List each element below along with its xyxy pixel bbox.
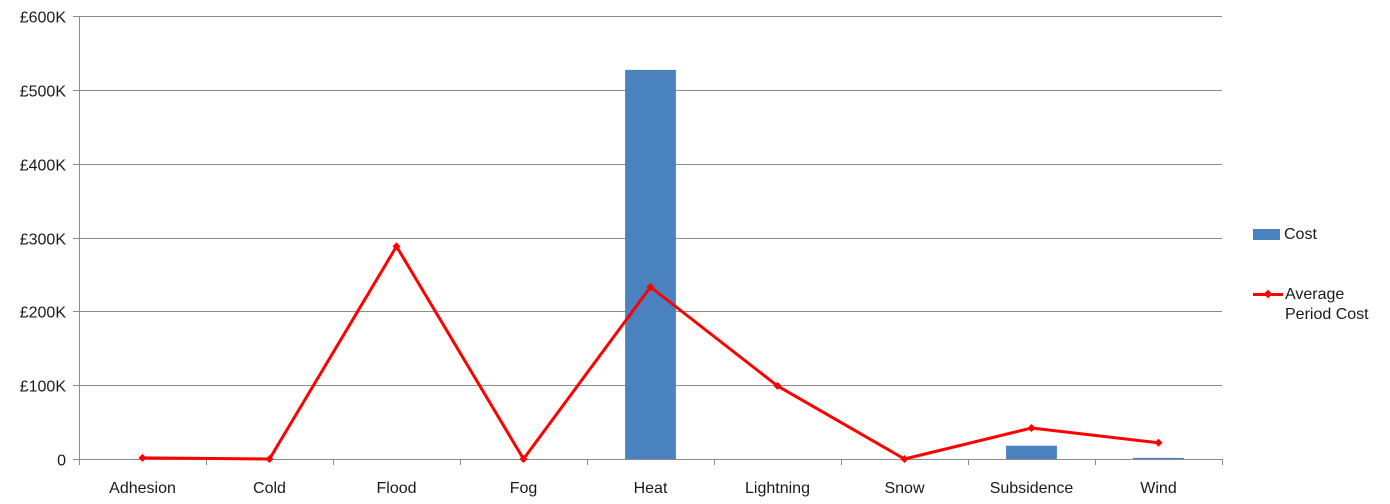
x-tick-label: Lightning xyxy=(745,480,810,497)
y-tick-label: £500K xyxy=(20,84,67,101)
point-average-period-cost-snow xyxy=(900,455,909,463)
y-tick-labels: 0 £100K £200K £300K £400K £500K £600K xyxy=(20,10,67,470)
point-average-period-cost-adhesion xyxy=(138,453,147,462)
y-tick-label: 0 xyxy=(57,453,66,470)
x-tick-label: Adhesion xyxy=(109,480,176,497)
point-average-period-cost-wind xyxy=(1154,438,1163,447)
legend-label-cost: Cost xyxy=(1284,226,1317,243)
point-average-period-cost-lightning xyxy=(773,381,782,390)
bar-cost-heat xyxy=(625,69,676,460)
point-average-period-cost-subsidence xyxy=(1027,424,1036,432)
legend-item-cost: Cost xyxy=(1253,225,1388,245)
x-tick-label: Flood xyxy=(376,480,416,497)
y-tick-label: £600K xyxy=(20,10,67,27)
x-tick-label: Wind xyxy=(1140,480,1176,497)
legend: Cost Average Period Cost xyxy=(1253,225,1388,365)
average-period-cost-line xyxy=(138,242,1163,463)
y-tick-label: £100K xyxy=(20,379,67,396)
point-average-period-cost-cold xyxy=(265,455,274,463)
legend-label-average-period-cost: Average Period Cost xyxy=(1285,286,1369,323)
cost-bars xyxy=(625,69,1184,460)
y-tick-label: £200K xyxy=(20,305,67,322)
x-tick-labels: Adhesion Cold Flood Fog Heat Lightning Snow Sub… xyxy=(109,480,1177,497)
x-tick-label: Heat xyxy=(634,480,668,497)
bar-cost-wind xyxy=(1133,457,1184,459)
y-tick-label: £300K xyxy=(20,232,67,249)
y-tick-label: £400K xyxy=(20,158,67,175)
point-average-period-cost-fog xyxy=(519,455,528,463)
legend-swatch-cost xyxy=(1253,229,1280,240)
bar-cost-subsidence xyxy=(1006,445,1057,459)
x-tick-label: Snow xyxy=(884,480,924,497)
point-average-period-cost-heat xyxy=(646,283,655,291)
legend-item-average-period-cost: Average Period Cost xyxy=(1253,285,1388,325)
x-tick-label: Cold xyxy=(253,480,286,497)
x-tick-label: Fog xyxy=(510,480,538,497)
x-tick-label: Subsidence xyxy=(990,480,1074,497)
point-average-period-cost-flood xyxy=(392,242,401,251)
legend-swatch-average-period-cost xyxy=(1253,285,1283,305)
